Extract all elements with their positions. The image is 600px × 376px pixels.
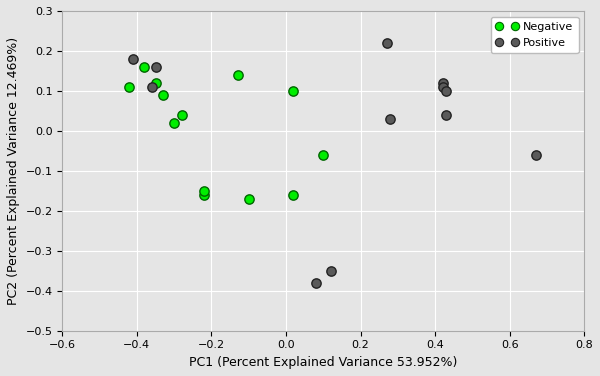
Positive bbox=[311, 280, 320, 286]
Positive bbox=[438, 84, 448, 90]
Positive bbox=[128, 56, 138, 62]
Negative bbox=[140, 64, 149, 70]
Negative bbox=[244, 196, 254, 202]
Negative bbox=[177, 112, 187, 118]
Positive bbox=[442, 112, 451, 118]
X-axis label: PC1 (Percent Explained Variance 53.952%): PC1 (Percent Explained Variance 53.952%) bbox=[189, 356, 457, 369]
Positive bbox=[151, 64, 160, 70]
Positive bbox=[326, 268, 335, 274]
Positive bbox=[382, 40, 391, 46]
Positive bbox=[442, 88, 451, 94]
Positive bbox=[386, 116, 395, 122]
Y-axis label: PC2 (Percent Explained Variance 12.469%): PC2 (Percent Explained Variance 12.469%) bbox=[7, 37, 20, 305]
Negative bbox=[233, 72, 242, 78]
Negative bbox=[199, 188, 209, 194]
Negative bbox=[199, 192, 209, 198]
Negative bbox=[151, 80, 160, 86]
Negative bbox=[319, 152, 328, 158]
Positive bbox=[531, 152, 541, 158]
Positive bbox=[147, 84, 157, 90]
Negative bbox=[158, 92, 168, 98]
Positive bbox=[438, 80, 448, 86]
Negative bbox=[289, 192, 298, 198]
Negative bbox=[289, 88, 298, 94]
Legend: Negative, Positive: Negative, Positive bbox=[491, 17, 578, 53]
Negative bbox=[125, 84, 134, 90]
Negative bbox=[169, 120, 179, 126]
